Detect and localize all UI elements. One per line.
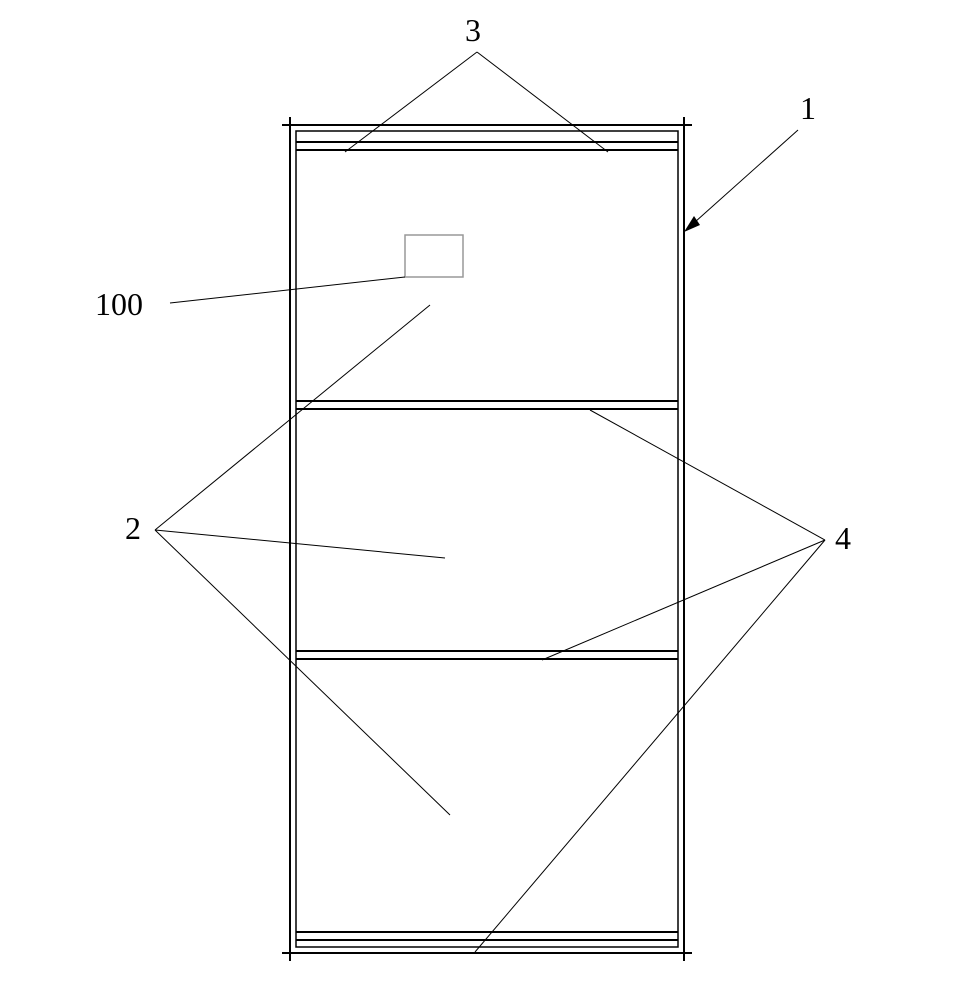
label-1: 1	[800, 90, 816, 127]
leader-2c	[155, 530, 450, 815]
label-100: 100	[95, 286, 143, 323]
arrow-1	[684, 216, 700, 232]
inner-frame	[296, 131, 678, 947]
leader-4a	[590, 410, 825, 540]
leader-1	[695, 130, 798, 222]
leader-3a	[345, 52, 477, 152]
leader-3b	[477, 52, 608, 152]
leader-2a	[155, 305, 430, 530]
small-rect-100	[405, 235, 463, 277]
leader-100	[170, 277, 405, 303]
label-4: 4	[835, 520, 851, 557]
diagram-svg	[0, 0, 962, 1000]
label-2: 2	[125, 510, 141, 547]
leader-4c	[475, 540, 825, 952]
technical-diagram: 1 2 3 4 100	[0, 0, 962, 1000]
outer-frame	[290, 125, 684, 953]
leader-2b	[155, 530, 445, 558]
label-3: 3	[465, 12, 481, 49]
